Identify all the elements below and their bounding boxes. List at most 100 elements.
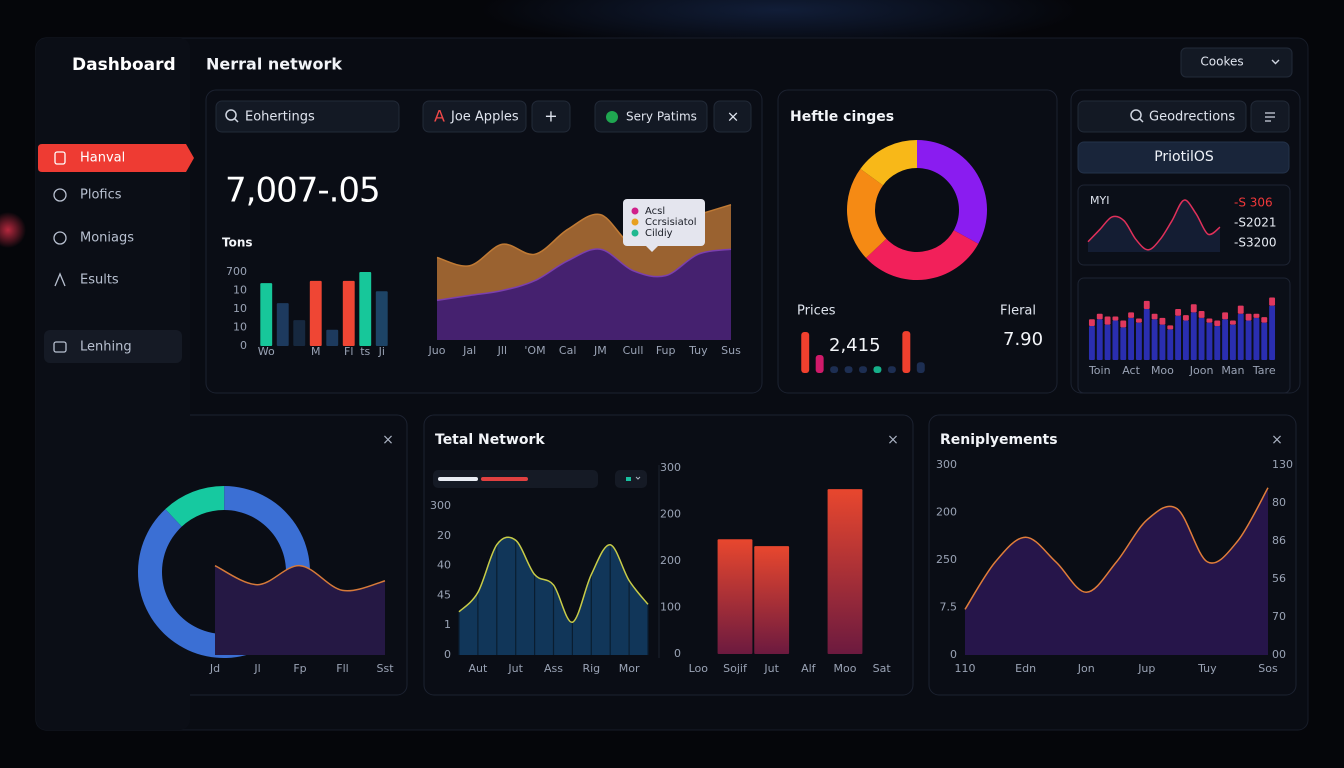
y-tick-label: 0 [674, 647, 681, 660]
bar [1159, 324, 1166, 360]
line [458, 536, 649, 623]
y-tick-label: 00 [1272, 648, 1286, 661]
x-tick-label: Mor [619, 662, 640, 675]
close-button[interactable] [713, 100, 752, 133]
bar [827, 489, 863, 654]
page-title: Nerral network [206, 55, 342, 74]
bar [1229, 324, 1236, 360]
nav-icon [53, 231, 67, 245]
y-tick-label: 0 [240, 339, 247, 352]
menu-button[interactable] [1180, 47, 1293, 78]
y-tick-label: 300 [936, 458, 957, 471]
bar [1245, 313, 1252, 321]
x-tick-label: Tare [1252, 364, 1276, 377]
bar [1190, 304, 1197, 313]
x-tick-label: Jl [253, 662, 260, 675]
pie-slice [865, 230, 979, 281]
bar [1222, 312, 1229, 320]
y-tick-label: 45 [437, 588, 451, 601]
x-tick-label: Jd [209, 662, 220, 675]
nav-label: Hanval [80, 151, 125, 166]
glow [480, 0, 1080, 50]
bar [873, 366, 882, 373]
nav-label[interactable]: Plofics [80, 188, 122, 203]
close-label: × [727, 108, 740, 126]
x-tick-label: Moo [834, 662, 857, 675]
area-fill [965, 487, 1268, 655]
nav-item[interactable] [44, 330, 182, 363]
search-box[interactable] [215, 100, 400, 133]
search-text: Eohertings [245, 110, 315, 125]
x-tick-label: Rig [582, 662, 600, 675]
y-tick-label: 7.5 [940, 601, 958, 614]
nav-label[interactable]: Esults [80, 273, 119, 288]
status-dot [606, 111, 618, 123]
close-icon[interactable]: × [382, 432, 394, 448]
y-tick-label: 250 [936, 553, 957, 566]
chevron [635, 476, 641, 480]
legend-swatch [626, 477, 631, 481]
bar [1222, 319, 1229, 360]
x-tick-label: Sojif [723, 662, 748, 675]
bar [1096, 313, 1103, 320]
legend-swatch [438, 477, 478, 481]
y-tick-label: 70 [1272, 610, 1286, 623]
close-icon[interactable]: × [887, 432, 899, 448]
search-text: Geodrections [1149, 110, 1235, 125]
x-tick-label: Man [1221, 364, 1244, 377]
y-tick-label: 700 [226, 265, 247, 278]
search-icon [1138, 117, 1144, 123]
filter-button[interactable] [594, 100, 708, 133]
menu-icon [1265, 112, 1275, 122]
bar [1159, 317, 1166, 325]
x-tick-label: Jll [497, 344, 507, 357]
pie-slice [860, 140, 917, 186]
x-tick-label: Cal [559, 344, 576, 357]
x-tick-label: Loo [689, 662, 709, 675]
close-icon[interactable]: × [1271, 432, 1283, 448]
y-tick-label: 20 [437, 529, 451, 542]
bar [916, 362, 925, 373]
bar [309, 280, 322, 346]
user-button[interactable] [422, 100, 527, 133]
bar [1182, 315, 1189, 321]
x-tick-label: Tuy [1197, 662, 1217, 675]
y-tick-label: 40 [437, 559, 451, 572]
bar [1182, 320, 1189, 360]
bar [1088, 326, 1095, 360]
bar [1206, 318, 1213, 323]
bar [1096, 319, 1103, 360]
bar [1261, 317, 1268, 323]
search-box[interactable] [1077, 100, 1247, 133]
search-icon [233, 117, 239, 123]
nav-item-active[interactable] [38, 144, 194, 172]
y-tick-label: 300 [430, 499, 451, 512]
x-tick-label: Sus [721, 344, 741, 357]
x-tick-label: Tuy [688, 344, 708, 357]
y-tick-label: 300 [660, 461, 681, 474]
bar [1167, 329, 1174, 360]
tooltip-dot [631, 218, 639, 226]
menu-label: Cookes [1200, 55, 1243, 69]
pie-slice [165, 486, 225, 527]
sidebar-title: Dashboard [72, 55, 176, 75]
bar [1120, 327, 1127, 360]
add-button[interactable] [531, 100, 571, 133]
y-tick-label: 10 [233, 284, 247, 297]
add-label: + [544, 107, 557, 126]
nav-icon [53, 188, 67, 202]
y-tick-label: 100 [660, 601, 681, 614]
x-tick-label: 'OM [524, 344, 545, 357]
x-tick-label: Sat [873, 662, 892, 675]
metric-value: 7,007-.05 [225, 171, 380, 211]
bar [1198, 317, 1205, 360]
primary-button[interactable] [1077, 141, 1290, 174]
stat-label: Prices [797, 304, 836, 319]
nav-label[interactable]: Moniags [80, 231, 134, 246]
y-tick-label: 86 [1272, 534, 1286, 547]
bar [293, 320, 306, 346]
filter-label: Sery Patims [626, 110, 697, 124]
panel-title: Reniplyements [940, 432, 1058, 448]
bar [1112, 320, 1119, 360]
